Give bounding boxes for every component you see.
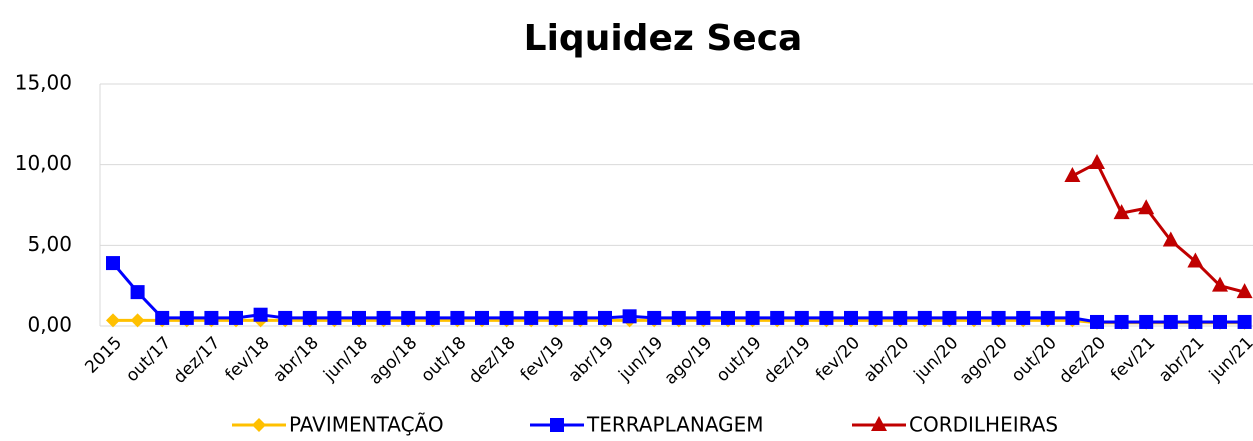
point xyxy=(130,313,145,328)
x-tick-label: abr/19 xyxy=(565,333,618,386)
point xyxy=(204,310,219,325)
point xyxy=(622,309,637,324)
x-tick-label: ago/18 xyxy=(365,333,421,389)
point xyxy=(819,310,834,325)
chart-title: Liquidez Seca xyxy=(524,18,803,59)
point xyxy=(671,310,686,325)
legend-item: PAVIMENTAÇÃO xyxy=(232,413,444,437)
x-tick-label: dez/17 xyxy=(170,333,225,388)
point xyxy=(598,310,612,325)
series xyxy=(106,256,1252,329)
x-tick-label: jun/18 xyxy=(319,333,372,386)
point xyxy=(770,310,785,325)
x-tick-label: fev/19 xyxy=(517,333,569,385)
x-tick-label: jun/21 xyxy=(1205,333,1253,386)
x-tick-label: out/17 xyxy=(122,333,175,386)
point xyxy=(1139,314,1154,329)
x-tick-label: ago/19 xyxy=(661,333,717,389)
point xyxy=(1212,276,1228,292)
point xyxy=(1138,199,1155,215)
point xyxy=(967,310,981,325)
x-tick-label: 2015 xyxy=(81,333,126,378)
x-tick-label: fev/20 xyxy=(812,333,864,385)
point xyxy=(1187,252,1204,268)
x-tick-label: jun/20 xyxy=(910,333,963,386)
point xyxy=(475,310,489,325)
x-tick-label: dez/18 xyxy=(465,333,520,388)
point xyxy=(376,310,391,325)
point xyxy=(548,310,563,325)
point xyxy=(229,310,243,325)
point xyxy=(1163,314,1178,329)
series xyxy=(1064,154,1253,299)
y-tick-label: 15,00 xyxy=(15,71,72,95)
series-line xyxy=(1071,161,1245,294)
y-tick-label: 5,00 xyxy=(27,232,72,256)
point xyxy=(1016,310,1031,325)
x-tick-label: dez/19 xyxy=(760,333,815,388)
point xyxy=(401,310,416,325)
point xyxy=(155,310,170,325)
point xyxy=(1089,154,1105,170)
x-tick-label: ago/20 xyxy=(956,333,1012,389)
x-tick-label: out/20 xyxy=(1008,333,1061,386)
point xyxy=(868,310,883,325)
point xyxy=(278,310,293,325)
point xyxy=(130,285,145,300)
y-tick-label: 0,00 xyxy=(27,313,72,337)
y-tick-label: 10,00 xyxy=(15,151,72,175)
point xyxy=(1237,314,1252,329)
point xyxy=(1236,283,1253,299)
x-tick-label: out/18 xyxy=(417,333,470,386)
point xyxy=(425,310,440,325)
point xyxy=(1065,310,1080,325)
point xyxy=(942,310,957,325)
point xyxy=(252,418,266,432)
point xyxy=(550,418,564,432)
point xyxy=(745,310,760,325)
point xyxy=(917,310,932,325)
point xyxy=(352,310,366,325)
legend-label: PAVIMENTAÇÃO xyxy=(289,413,444,437)
point xyxy=(893,310,908,325)
x-tick-label: abr/18 xyxy=(269,333,322,386)
legend-label: TERRAPLANAGEM xyxy=(586,413,764,437)
x-tick-label: out/19 xyxy=(712,333,765,386)
point xyxy=(1064,166,1081,182)
point xyxy=(794,310,809,325)
x-tick-label: jun/19 xyxy=(614,333,667,386)
point xyxy=(991,310,1006,325)
point xyxy=(106,256,120,271)
point xyxy=(499,310,514,325)
x-tick-label: abr/20 xyxy=(860,333,913,386)
point xyxy=(1090,314,1104,329)
point xyxy=(573,310,588,325)
point xyxy=(1213,314,1227,329)
x-tick-label: fev/21 xyxy=(1107,333,1159,385)
point xyxy=(1040,310,1055,325)
legend-item: TERRAPLANAGEM xyxy=(530,413,764,437)
point xyxy=(647,310,662,325)
point xyxy=(1188,314,1203,329)
point xyxy=(327,310,342,325)
point xyxy=(450,310,465,325)
point xyxy=(524,310,539,325)
legend-label: CORDILHEIRAS xyxy=(909,413,1058,437)
x-tick-label: abr/21 xyxy=(1155,333,1208,386)
point xyxy=(844,310,858,325)
point xyxy=(721,310,735,325)
point xyxy=(179,310,194,325)
point xyxy=(1113,204,1130,220)
point xyxy=(696,310,711,325)
point xyxy=(106,313,120,328)
x-tick-label: dez/20 xyxy=(1055,333,1110,388)
point xyxy=(253,307,268,322)
point xyxy=(302,310,317,325)
point xyxy=(1162,231,1179,247)
x-tick-label: fev/18 xyxy=(221,333,273,385)
point xyxy=(1114,314,1129,329)
legend-item: CORDILHEIRAS xyxy=(852,413,1058,437)
point xyxy=(871,416,887,431)
